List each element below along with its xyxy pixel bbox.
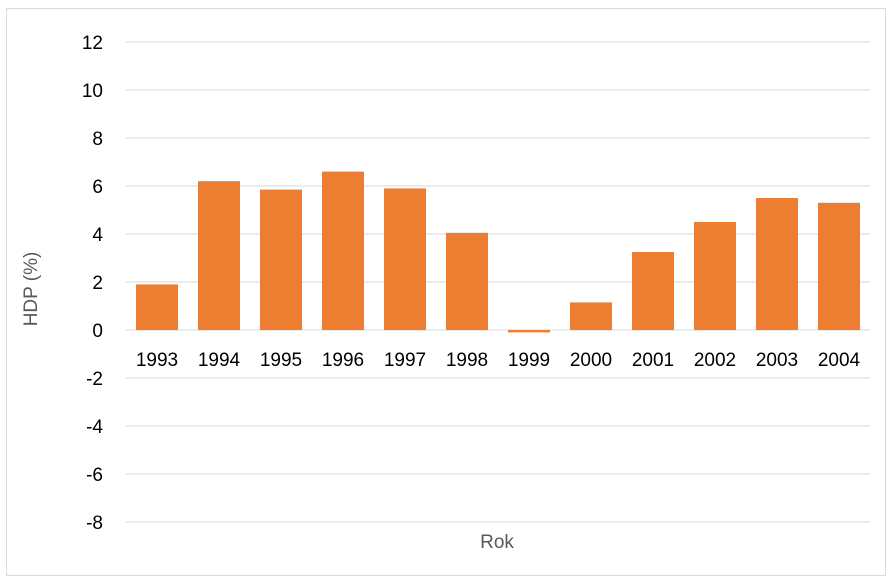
bar-1993 [136,284,178,330]
x-tick-label: 1999 [508,350,550,371]
bar-1997 [384,188,426,330]
y-tick-label: -4 [86,417,103,438]
bar-1995 [260,189,302,330]
y-tick-label: 12 [82,33,103,54]
x-tick-label: 1996 [322,350,364,371]
x-tick-label: 2000 [570,350,612,371]
y-tick-label: -2 [86,369,103,390]
y-tick-label: 4 [92,225,103,246]
bars [136,171,860,333]
x-tick-label: 1995 [260,350,302,371]
bar-2002 [694,222,736,330]
bar-1994 [198,181,240,330]
x-tick-label: 2004 [818,350,861,371]
x-tick-labels: 1993 1994 1995 1996 1997 1998 1999 2000 2001 2002… [136,350,861,371]
bar-1998 [446,232,488,330]
y-tick-label: 2 [92,273,103,294]
x-tick-label: 1997 [384,350,426,371]
gridlines [126,41,870,523]
y-axis-label: HDP (%) [21,252,42,327]
y-tick-label: -6 [86,465,103,486]
bar-1996 [322,171,364,330]
x-axis-label: Rok [480,532,514,553]
y-tick-label: -8 [86,513,103,534]
bar-2001 [632,252,674,330]
x-tick-label: 2003 [756,350,798,371]
bar-1999 [508,330,550,333]
y-tick-label: 6 [92,177,103,198]
x-tick-label: 1994 [198,350,241,371]
y-tick-label: 8 [92,129,103,150]
bar-2003 [756,198,798,330]
x-tick-label: 1998 [446,350,488,371]
y-tick-labels: -8 -6 -4 -2 0 2 4 6 8 10 12 [82,33,104,534]
x-tick-label: 2002 [694,350,736,371]
x-tick-label: 2001 [632,350,674,371]
y-tick-label: 0 [92,321,103,342]
x-tick-label: 1993 [136,350,178,371]
y-tick-label: 10 [82,81,103,102]
bar-2000 [570,302,612,330]
bar-2004 [818,202,860,330]
